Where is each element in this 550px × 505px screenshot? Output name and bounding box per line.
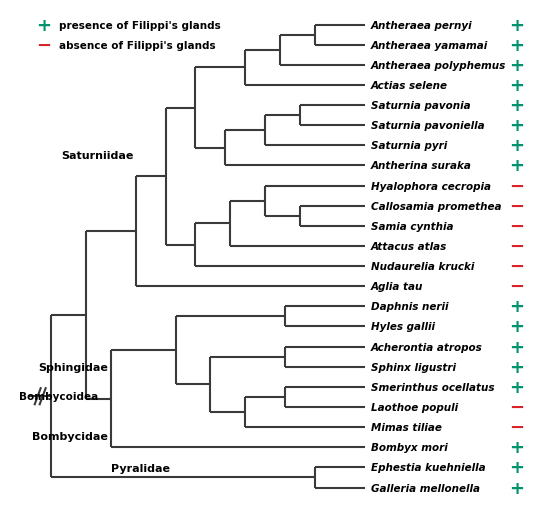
Text: Antheraea pernyi: Antheraea pernyi (371, 21, 472, 30)
Text: Hyalophora cecropia: Hyalophora cecropia (371, 181, 491, 191)
Text: −: − (509, 217, 524, 235)
Text: +: + (509, 438, 524, 457)
Text: +: + (509, 298, 524, 316)
Text: +: + (509, 318, 524, 336)
Text: −: − (509, 237, 524, 256)
Text: +: + (509, 77, 524, 95)
Text: Saturniidae: Saturniidae (61, 151, 133, 161)
Text: Nudaurelia krucki: Nudaurelia krucki (371, 262, 474, 272)
Text: Saturnia pavonia: Saturnia pavonia (371, 101, 470, 111)
Text: Smerinthus ocellatus: Smerinthus ocellatus (371, 382, 494, 392)
Text: +: + (509, 479, 524, 496)
Text: +: + (36, 17, 51, 34)
Text: +: + (509, 137, 524, 155)
Text: Mimas tiliae: Mimas tiliae (371, 422, 442, 432)
Text: Samia cynthia: Samia cynthia (371, 221, 453, 231)
Text: Acherontia atropos: Acherontia atropos (371, 342, 482, 352)
Text: Bombyx mori: Bombyx mori (371, 442, 447, 452)
Text: −: − (509, 197, 524, 215)
Text: Ephestia kuehniella: Ephestia kuehniella (371, 463, 485, 473)
Text: −: − (509, 418, 524, 436)
Text: +: + (509, 338, 524, 356)
Text: presence of Filippi's glands: presence of Filippi's glands (59, 21, 221, 30)
Text: Bombycidae: Bombycidae (32, 431, 108, 441)
Text: +: + (509, 358, 524, 376)
Text: +: + (509, 117, 524, 135)
Text: −: − (509, 258, 524, 276)
Text: Galleria mellonella: Galleria mellonella (371, 483, 480, 492)
Text: Sphingidae: Sphingidae (39, 362, 108, 372)
Text: Laothoe populi: Laothoe populi (371, 402, 458, 412)
Text: Saturnia pyri: Saturnia pyri (371, 141, 447, 151)
Text: −: − (509, 398, 524, 416)
Text: Actias selene: Actias selene (371, 81, 448, 91)
Text: −: − (509, 278, 524, 295)
Text: Attacus atlas: Attacus atlas (371, 241, 447, 251)
Text: Antheraea yamamai: Antheraea yamamai (371, 40, 488, 50)
Text: −: − (36, 36, 51, 55)
Text: Pyralidae: Pyralidae (111, 464, 170, 474)
Text: absence of Filippi's glands: absence of Filippi's glands (59, 40, 215, 50)
Text: Antherina suraka: Antherina suraka (371, 161, 471, 171)
Text: Bombycoidea: Bombycoidea (19, 391, 98, 401)
Text: Daphnis nerii: Daphnis nerii (371, 302, 448, 312)
Text: +: + (509, 157, 524, 175)
Text: +: + (509, 57, 524, 75)
Text: +: + (509, 97, 524, 115)
Text: Callosamia promethea: Callosamia promethea (371, 201, 501, 211)
Text: +: + (509, 36, 524, 55)
Text: +: + (509, 378, 524, 396)
Text: Sphinx ligustri: Sphinx ligustri (371, 362, 455, 372)
Text: −: − (509, 177, 524, 195)
Text: +: + (509, 17, 524, 34)
Text: Saturnia pavoniella: Saturnia pavoniella (371, 121, 484, 131)
Text: Aglia tau: Aglia tau (371, 282, 423, 292)
Text: +: + (509, 459, 524, 476)
Text: Hyles gallii: Hyles gallii (371, 322, 435, 332)
Text: Antheraea polyphemus: Antheraea polyphemus (371, 61, 506, 71)
